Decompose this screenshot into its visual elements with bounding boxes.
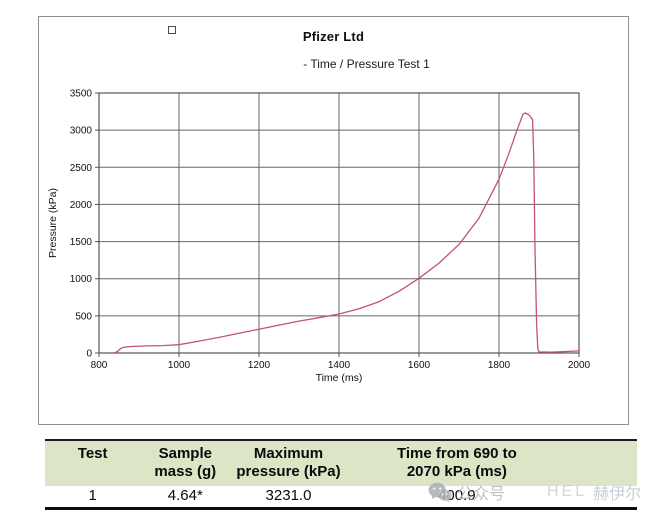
x-tick-label: 800 <box>91 360 108 371</box>
y-tick-label: 1500 <box>70 237 93 248</box>
table-row: 1 4.64* 3231.0 400.9 <box>45 486 637 509</box>
table-cell: 400.9 <box>438 487 476 504</box>
chart-title: Pfizer Ltd <box>302 29 365 44</box>
table-cell: 4.64* <box>167 487 203 504</box>
header-line1: Maximum <box>253 445 324 462</box>
results-table-header: Test Sample mass (g) Maximum pressure (kPa) T… <box>45 440 637 486</box>
x-tick-label: 1200 <box>248 360 271 371</box>
results-table-body: 1 4.64* 3231.0 400.9 <box>45 486 637 509</box>
y-tick-label: 3000 <box>70 126 93 137</box>
results-table: Test Sample mass (g) Maximum pressure (kPa) T… <box>45 439 637 510</box>
y-tick-label: 500 <box>75 311 92 322</box>
y-tick-label: 0 <box>86 349 92 360</box>
x-tick-label: 1600 <box>408 360 431 371</box>
pressure-curve <box>113 112 580 354</box>
plot-border <box>98 92 580 354</box>
chart-subtitle: - Time / Pressure Test 1 <box>303 57 430 71</box>
x-tick-label: 2000 <box>568 360 591 371</box>
y-axis-label: Pressure (kPa) <box>47 187 59 259</box>
header-line2: mass (g) <box>154 463 217 480</box>
y-tick-label: 3500 <box>70 89 93 100</box>
table-header-cell: Test <box>45 440 141 486</box>
chart-panel: Pfizer Ltd - Time / Pressure Test 1 800 1… <box>38 16 629 425</box>
table-header-cell: Maximum pressure (kPa) <box>230 440 347 486</box>
y-tick-label: 2000 <box>70 200 93 211</box>
table-header-cell: Sample mass (g) <box>140 440 231 486</box>
header-line2: 2070 kPa (ms) <box>406 463 507 480</box>
x-tick-label: 1000 <box>168 360 191 371</box>
legend-marker-square <box>168 26 176 34</box>
pressure-time-line-chart: 800 1000 1200 1400 1600 1800 2000 0 500 1000 1500 2… <box>70 89 591 372</box>
x-tick-label: 1800 <box>488 360 511 371</box>
table-cell: 3231.0 <box>265 487 312 504</box>
x-tick-label: 1400 <box>328 360 351 371</box>
table-cell: 1 <box>88 487 97 504</box>
header-line1: Sample <box>158 445 212 462</box>
x-axis-label: Time (ms) <box>315 372 363 384</box>
y-tick-label: 2500 <box>70 163 93 174</box>
header-line1: Time from 690 to <box>396 445 517 462</box>
header-line1: Test <box>77 445 108 462</box>
y-tick-label: 1000 <box>70 274 93 285</box>
header-line2: pressure (kPa) <box>236 463 341 480</box>
table-header-cell: Time from 690 to 2070 kPa (ms) <box>346 440 637 486</box>
